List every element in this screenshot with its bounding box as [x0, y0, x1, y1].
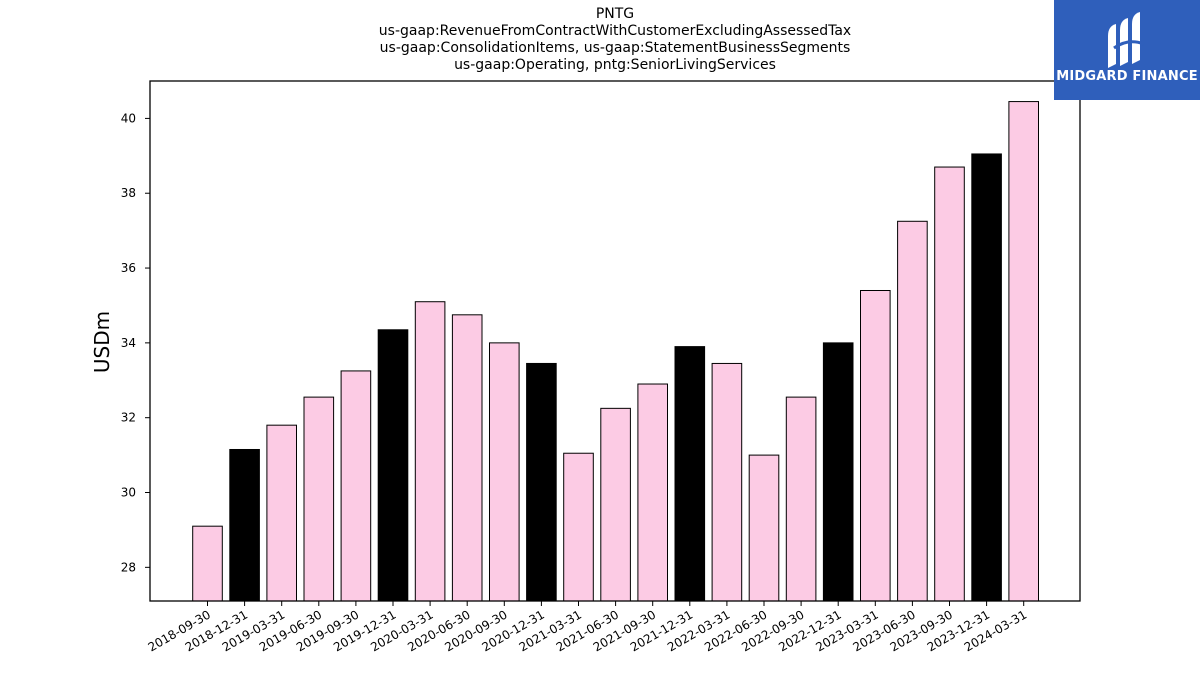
- bar-2018-12-31: [229, 448, 260, 602]
- chart-title-line-4: us-gaap:Operating, pntg:SeniorLivingServ…: [454, 57, 776, 73]
- y-tick-label: 34: [121, 336, 136, 350]
- chart-title-line-2: us-gaap:RevenueFromContractWithCustomerE…: [378, 23, 852, 39]
- bar-2023-12-31: [971, 153, 1002, 602]
- bar-2023-06-30: [897, 220, 928, 602]
- chart-title-line-1: PNTG: [595, 6, 635, 22]
- chart-title-line-3: us-gaap:ConsolidationItems, us-gaap:Stat…: [379, 40, 851, 56]
- bar-2020-09-30: [489, 342, 520, 602]
- bar-2022-09-30: [785, 396, 817, 602]
- chart-title: PNTG us-gaap:RevenueFromContractWithCust…: [150, 6, 1080, 74]
- y-tick-label: 30: [121, 486, 136, 500]
- y-tick-label: 28: [121, 560, 136, 574]
- bar-2019-06-30: [303, 396, 335, 602]
- y-tick-label: 38: [121, 186, 136, 200]
- logo-text: MIDGARD FINANCE: [1056, 69, 1198, 84]
- bar-2021-06-30: [600, 407, 631, 602]
- bar-2023-09-30: [934, 166, 965, 602]
- bar-2021-09-30: [637, 383, 669, 602]
- y-tick-label: 40: [121, 111, 136, 125]
- y-tick-label: 36: [121, 261, 136, 275]
- brand-logo: MIDGARD FINANCE: [1054, 0, 1200, 100]
- bar-2019-12-31: [377, 329, 409, 602]
- bar-2023-03-31: [860, 289, 891, 602]
- bar-2024-03-31: [1008, 101, 1040, 602]
- bar-2020-12-31: [526, 362, 557, 602]
- plot-frame: [149, 80, 1081, 602]
- bar-2022-12-31: [822, 342, 854, 602]
- bar-2022-06-30: [748, 454, 780, 602]
- bar-2019-03-31: [266, 424, 297, 602]
- bar-2021-03-31: [563, 452, 594, 602]
- bar-2020-06-30: [451, 314, 483, 602]
- logo-mark-icon: [1108, 12, 1145, 68]
- bar-2018-09-30: [192, 525, 223, 602]
- y-tick-label: 32: [121, 411, 136, 425]
- bar-2020-03-31: [414, 301, 446, 602]
- y-axis-label: USDm: [90, 311, 114, 373]
- bar-2019-09-30: [340, 370, 372, 602]
- bar-2022-03-31: [711, 362, 743, 602]
- bar-2021-12-31: [674, 346, 706, 602]
